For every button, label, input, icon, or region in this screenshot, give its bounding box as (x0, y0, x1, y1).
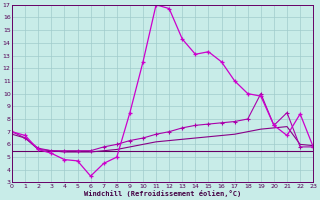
X-axis label: Windchill (Refroidissement éolien,°C): Windchill (Refroidissement éolien,°C) (84, 190, 241, 197)
